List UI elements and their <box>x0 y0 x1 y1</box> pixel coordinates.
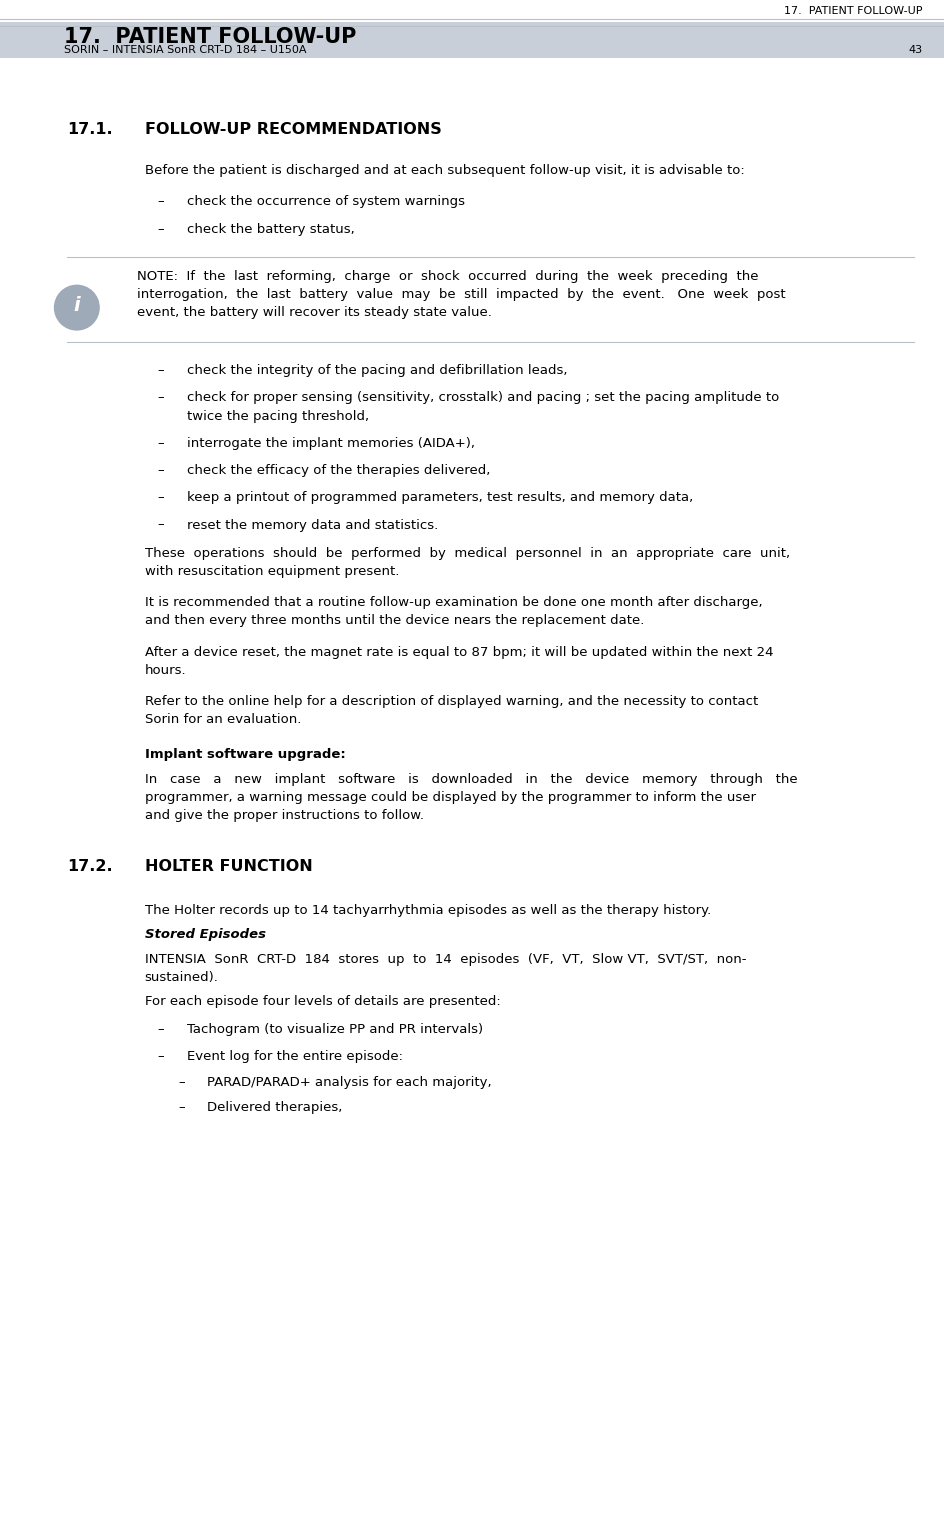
Text: interrogation,  the  last  battery  value  may  be  still  impacted  by  the  ev: interrogation, the last battery value ma… <box>137 288 784 300</box>
Text: i: i <box>74 296 80 316</box>
Text: Before the patient is discharged and at each subsequent follow-up visit, it is a: Before the patient is discharged and at … <box>144 164 744 176</box>
Bar <box>0 21 944 58</box>
Text: –: – <box>158 491 164 504</box>
Text: 17.1.: 17.1. <box>67 123 112 136</box>
Text: interrogate the implant memories (AIDA+),: interrogate the implant memories (AIDA+)… <box>186 437 474 449</box>
Text: and then every three months until the device nears the replacement date.: and then every three months until the de… <box>144 615 643 627</box>
Text: check for proper sensing (sensitivity, crosstalk) and pacing ; set the pacing am: check for proper sensing (sensitivity, c… <box>186 391 778 405</box>
Text: –: – <box>178 1101 185 1114</box>
Text: programmer, a warning message could be displayed by the programmer to inform the: programmer, a warning message could be d… <box>144 791 755 803</box>
Text: and give the proper instructions to follow.: and give the proper instructions to foll… <box>144 809 423 822</box>
Text: with resuscitation equipment present.: with resuscitation equipment present. <box>144 566 398 578</box>
Text: check the integrity of the pacing and defibrillation leads,: check the integrity of the pacing and de… <box>186 365 566 377</box>
Text: FOLLOW-UP RECOMMENDATIONS: FOLLOW-UP RECOMMENDATIONS <box>144 123 441 136</box>
Text: check the occurrence of system warnings: check the occurrence of system warnings <box>186 195 464 208</box>
Text: –: – <box>158 437 164 449</box>
Text: keep a printout of programmed parameters, test results, and memory data,: keep a printout of programmed parameters… <box>186 491 692 504</box>
Text: Stored Episodes: Stored Episodes <box>144 929 265 941</box>
Circle shape <box>54 285 100 331</box>
Text: 17.  PATIENT FOLLOW-UP: 17. PATIENT FOLLOW-UP <box>784 6 922 15</box>
Text: In   case   a   new   implant   software   is   downloaded   in   the   device  : In case a new implant software is downlo… <box>144 773 797 785</box>
Text: 17.2.: 17.2. <box>67 858 112 874</box>
Text: 43: 43 <box>908 44 922 55</box>
Text: –: – <box>158 1023 164 1036</box>
Text: –: – <box>158 391 164 405</box>
Text: Event log for the entire episode:: Event log for the entire episode: <box>186 1050 402 1064</box>
Text: –: – <box>158 224 164 236</box>
Text: It is recommended that a routine follow-up examination be done one month after d: It is recommended that a routine follow-… <box>144 596 762 609</box>
Text: sustained).: sustained). <box>144 970 218 984</box>
Text: –: – <box>158 518 164 532</box>
Text: –: – <box>158 1050 164 1064</box>
Text: hours.: hours. <box>144 664 186 676</box>
Text: Delivered therapies,: Delivered therapies, <box>207 1101 343 1114</box>
Text: –: – <box>158 365 164 377</box>
Text: check the battery status,: check the battery status, <box>186 224 354 236</box>
Text: check the efficacy of the therapies delivered,: check the efficacy of the therapies deli… <box>186 464 489 477</box>
Text: The Holter records up to 14 tachyarrhythmia episodes as well as the therapy hist: The Holter records up to 14 tachyarrhyth… <box>144 904 710 917</box>
Text: –: – <box>158 195 164 208</box>
Text: event, the battery will recover its steady state value.: event, the battery will recover its stea… <box>137 307 491 319</box>
Text: These  operations  should  be  performed  by  medical  personnel  in  an  approp: These operations should be performed by … <box>144 547 789 560</box>
Text: For each episode four levels of details are presented:: For each episode four levels of details … <box>144 995 499 1009</box>
Text: NOTE:  If  the  last  reforming,  charge  or  shock  occurred  during  the  week: NOTE: If the last reforming, charge or s… <box>137 270 757 282</box>
Text: HOLTER FUNCTION: HOLTER FUNCTION <box>144 858 312 874</box>
Text: –: – <box>158 464 164 477</box>
Text: 17.  PATIENT FOLLOW-UP: 17. PATIENT FOLLOW-UP <box>64 28 356 48</box>
Text: PARAD/PARAD+ analysis for each majority,: PARAD/PARAD+ analysis for each majority, <box>207 1076 492 1088</box>
Text: –: – <box>178 1076 185 1088</box>
Text: Implant software upgrade:: Implant software upgrade: <box>144 748 345 762</box>
Text: INTENSIA  SonR  CRT-D  184  stores  up  to  14  episodes  (VF,  VT,  Slow VT,  S: INTENSIA SonR CRT-D 184 stores up to 14 … <box>144 952 746 966</box>
Text: twice the pacing threshold,: twice the pacing threshold, <box>186 409 368 423</box>
Text: After a device reset, the magnet rate is equal to 87 bpm; it will be updated wit: After a device reset, the magnet rate is… <box>144 645 772 659</box>
Text: Sorin for an evaluation.: Sorin for an evaluation. <box>144 713 300 727</box>
Text: SORIN – INTENSIA SonR CRT-D 184 – U150A: SORIN – INTENSIA SonR CRT-D 184 – U150A <box>64 44 306 55</box>
Text: Refer to the online help for a description of displayed warning, and the necessi: Refer to the online help for a descripti… <box>144 694 757 708</box>
Text: reset the memory data and statistics.: reset the memory data and statistics. <box>186 518 437 532</box>
Text: Tachogram (to visualize PP and PR intervals): Tachogram (to visualize PP and PR interv… <box>186 1023 482 1036</box>
